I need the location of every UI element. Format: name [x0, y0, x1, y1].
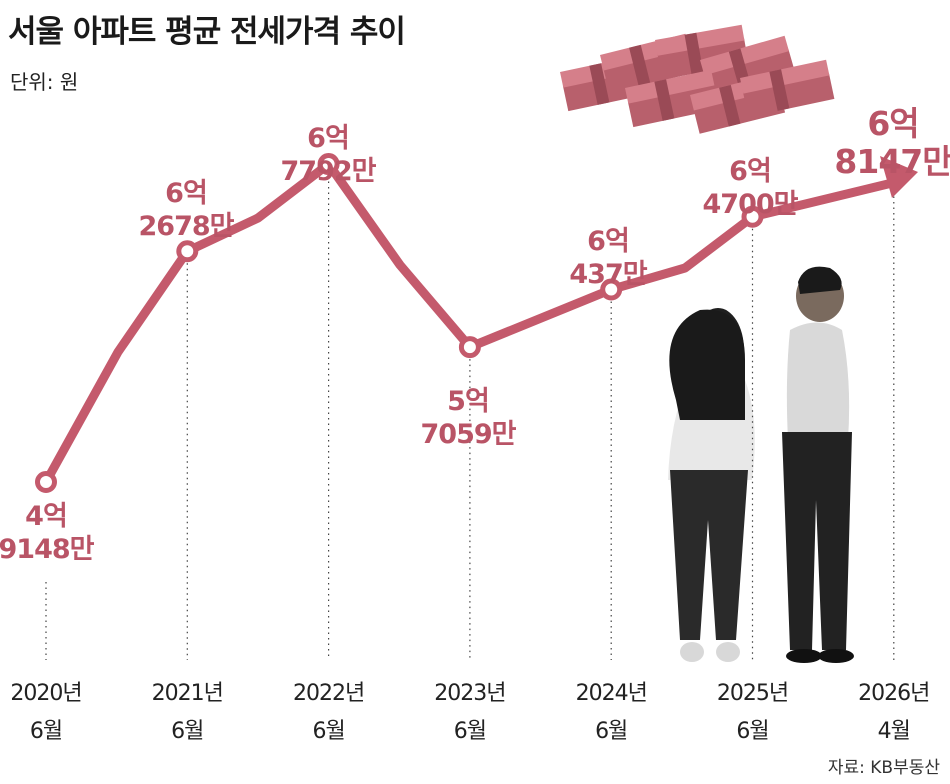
- x-axis-ticks: 2020년 6월 2021년 6월 2022년 6월 2023년 6월 2024년 6월 2025년…: [10, 681, 930, 744]
- data-label-line1: 4억: [25, 501, 67, 532]
- data-label-line2: 4700만: [703, 189, 799, 220]
- x-tick-label-month: 6월: [595, 719, 627, 744]
- x-tick-label-month: 6월: [736, 719, 768, 744]
- money-stack-illustration: [560, 24, 835, 134]
- data-label-line2: 437만: [569, 259, 647, 290]
- data-label-line1: 6억: [729, 156, 771, 187]
- data-label-line1: 6억: [307, 123, 349, 154]
- x-tick-label-month: 6월: [454, 719, 486, 744]
- unit-label: 단위: 원: [10, 70, 79, 94]
- x-tick-label-year: 2025년: [717, 681, 788, 706]
- data-labels: 4억9148만6억2678만6억7792만5억7059만6억437만6억4700…: [0, 104, 950, 565]
- price-trend-line: [41, 159, 901, 487]
- data-point: [458, 336, 481, 359]
- x-tick-label-month: 4월: [878, 719, 910, 744]
- x-tick-label-year: 2026년: [858, 681, 929, 706]
- data-point: [741, 205, 764, 228]
- x-tick-label-year: 2023년: [434, 681, 505, 706]
- x-tick-label-year: 2021년: [152, 681, 223, 706]
- x-tick-label-month: 6월: [30, 719, 62, 744]
- data-points: [35, 153, 764, 493]
- gridlines: [45, 176, 895, 660]
- x-tick-label-year: 2024년: [576, 681, 647, 706]
- data-point: [317, 153, 340, 176]
- data-label-line1: 5억: [447, 386, 489, 417]
- data-label-line2: 2678만: [139, 211, 235, 242]
- data-point: [176, 240, 199, 263]
- data-point: [35, 471, 57, 493]
- data-point: [600, 278, 623, 301]
- data-label-line1: 6억: [587, 226, 629, 257]
- data-label-line2: 8147만: [834, 142, 950, 181]
- series-line: [41, 156, 918, 487]
- data-label-line1: 6억: [165, 178, 207, 209]
- data-label-line2: 7792만: [281, 156, 377, 187]
- data-label-line1: 6억: [867, 104, 918, 143]
- chart-title: 서울 아파트 평균 전세가격 추이: [8, 14, 406, 50]
- trend-arrowhead: [880, 156, 918, 198]
- data-label-line2: 7059만: [421, 419, 517, 450]
- couple-illustration: [668, 266, 854, 663]
- x-tick-label-month: 6월: [312, 719, 344, 744]
- data-label-line2: 9148만: [0, 534, 95, 565]
- x-tick-label-month: 6월: [171, 719, 203, 744]
- x-tick-label-year: 2020년: [10, 681, 81, 706]
- source-note: 자료: KB부동산: [827, 758, 940, 778]
- x-tick-label-year: 2022년: [293, 681, 364, 706]
